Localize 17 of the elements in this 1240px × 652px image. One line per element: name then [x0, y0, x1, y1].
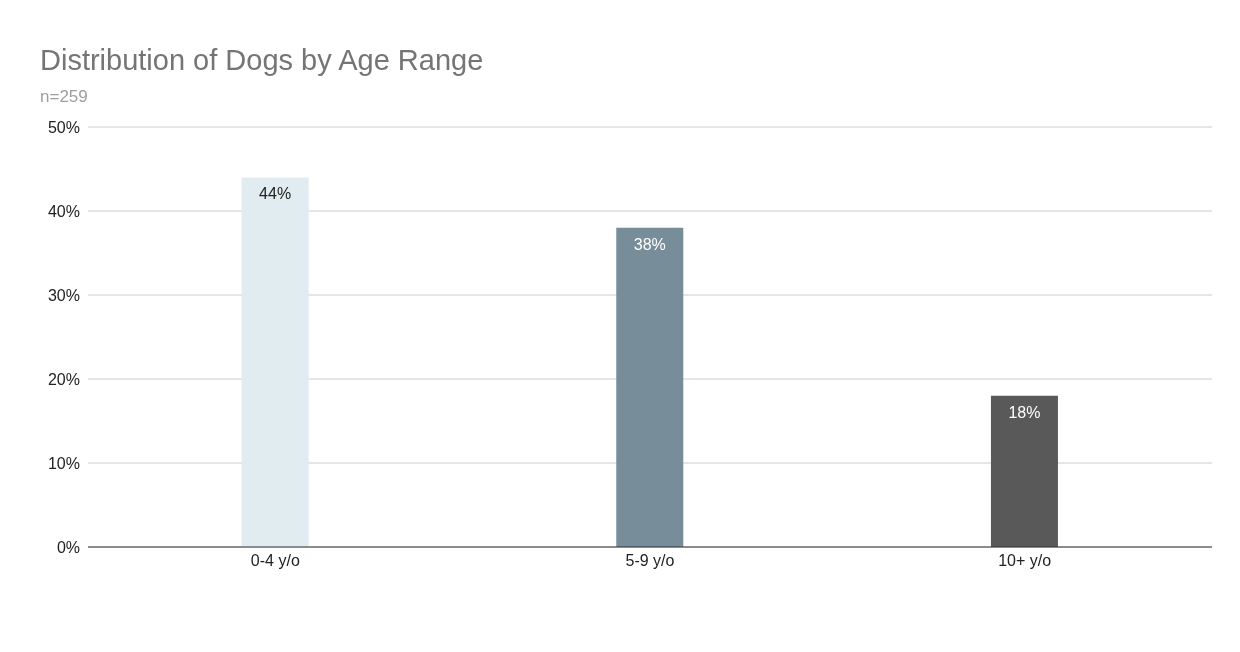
chart-title: Distribution of Dogs by Age Range — [40, 44, 485, 77]
y-tick-label: 50% — [47, 118, 80, 136]
x-tick-label: 10+ y/o — [998, 552, 1052, 570]
y-tick-label: 20% — [47, 370, 80, 388]
x-tick-label: 0-4 y/o — [250, 552, 300, 570]
bar — [616, 227, 684, 547]
data-label: 18% — [1008, 403, 1041, 421]
bar — [990, 395, 1058, 547]
data-label: 38% — [633, 235, 666, 253]
y-tick-label: 30% — [47, 286, 80, 304]
y-tick-label: 0% — [56, 538, 80, 556]
chart-subtitle: n=259 — [40, 87, 89, 107]
x-tick-label: 5-9 y/o — [625, 552, 675, 570]
y-tick-label: 10% — [47, 454, 80, 472]
data-label: 44% — [259, 185, 292, 203]
bar — [241, 177, 309, 547]
y-tick-label: 40% — [47, 202, 80, 220]
